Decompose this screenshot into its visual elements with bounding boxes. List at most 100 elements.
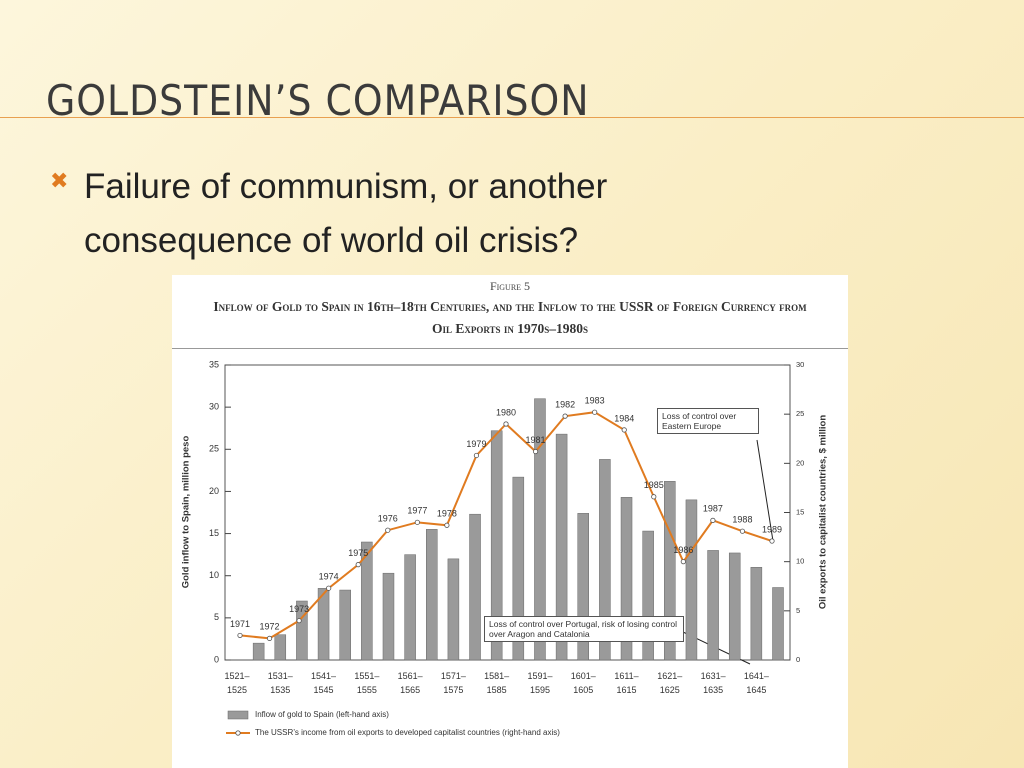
bar xyxy=(620,497,633,661)
x-tick-label: 1611– 1615 xyxy=(614,671,638,695)
line-marker xyxy=(680,559,686,565)
line-marker xyxy=(355,562,361,568)
bar xyxy=(512,476,525,661)
y2-tick-label: 10 xyxy=(796,557,804,566)
line-marker xyxy=(444,522,450,528)
legend-swatch xyxy=(227,710,249,720)
y2-axis-label: Oil exports to capitalist countries, $ m… xyxy=(818,415,829,609)
point-label: 1988 xyxy=(732,515,752,525)
line-marker xyxy=(296,618,302,624)
bar xyxy=(274,634,287,661)
bar xyxy=(642,530,654,661)
x-tick-label: 1561– 1565 xyxy=(398,671,423,695)
bar xyxy=(339,589,351,661)
point-label: 1986 xyxy=(673,545,693,555)
point-label: 1982 xyxy=(555,400,575,410)
line-marker xyxy=(414,519,420,525)
bullet-icon: ✖ xyxy=(50,168,69,193)
line-marker xyxy=(739,528,746,534)
figure-label: Figure 5 xyxy=(489,279,531,293)
point-label: 1978 xyxy=(437,509,457,519)
figure-panel xyxy=(172,275,848,768)
x-tick-label: 1621– 1625 xyxy=(657,671,682,695)
line-marker xyxy=(237,632,243,639)
bar xyxy=(252,642,265,661)
y-tick-label: 0 xyxy=(214,654,219,664)
point-label: 1981 xyxy=(526,435,546,445)
slide-title: GOLDSTEIN’S COMPARISON xyxy=(46,76,590,125)
line-marker xyxy=(710,517,716,523)
line-marker xyxy=(326,585,332,591)
point-label: 1979 xyxy=(466,439,486,449)
bar xyxy=(664,481,676,661)
point-label: 1987 xyxy=(703,504,723,514)
x-tick-label: 1521– 1525 xyxy=(224,671,249,695)
y2-tick-label: 20 xyxy=(796,458,804,467)
bullet-text: Failure of communism, or another consequ… xyxy=(84,167,608,260)
annotation: Loss of control over Portugal, risk of l… xyxy=(484,616,684,642)
x-tick-label: 1571– 1575 xyxy=(441,671,466,695)
point-label: 1983 xyxy=(585,396,605,406)
x-tick-label: 1551– 1555 xyxy=(354,671,379,695)
bar xyxy=(555,433,568,661)
point-label: 1972 xyxy=(260,622,280,632)
title-separator xyxy=(172,348,848,349)
x-tick-label: 1581– 1585 xyxy=(484,671,509,695)
bar xyxy=(490,430,503,661)
bar xyxy=(599,459,611,661)
line-marker xyxy=(532,448,539,455)
point-label: 1989 xyxy=(762,524,782,534)
bar xyxy=(707,550,719,661)
bar xyxy=(382,572,395,661)
line-marker xyxy=(473,452,480,459)
y-tick-label: 10 xyxy=(209,570,219,580)
line-marker xyxy=(562,413,568,419)
line-marker xyxy=(385,527,391,533)
line-marker xyxy=(651,494,657,500)
bar xyxy=(404,554,416,661)
chart-title: Inflow of Gold to Spain in 16th–18th Cen… xyxy=(213,299,807,336)
point-label: 1971 xyxy=(230,619,250,629)
legend-swatch xyxy=(235,730,241,736)
y-tick-label: 15 xyxy=(209,528,219,538)
bar xyxy=(577,513,589,661)
y-tick-label: 25 xyxy=(209,444,219,454)
point-label: 1977 xyxy=(407,506,427,516)
y2-tick-label: 0 xyxy=(796,655,800,664)
y-axis-label: Gold inflow to Spain, million peso xyxy=(181,436,192,589)
bar xyxy=(772,587,784,661)
bar xyxy=(296,600,308,661)
title-rule xyxy=(0,117,1024,118)
line-marker xyxy=(592,409,598,415)
point-label: 1980 xyxy=(496,407,516,417)
line-marker xyxy=(503,421,509,427)
y2-tick-label: 15 xyxy=(796,507,804,516)
point-label: 1985 xyxy=(644,480,664,490)
annotation-arrow xyxy=(756,439,774,542)
point-label: 1976 xyxy=(378,514,398,524)
line-marker xyxy=(621,427,627,433)
annotation: Loss of control over Eastern Europe xyxy=(657,408,759,434)
x-tick-label: 1541– 1545 xyxy=(311,671,336,695)
y2-tick-label: 25 xyxy=(796,409,804,418)
bar xyxy=(685,499,698,661)
y2-tick-label: 5 xyxy=(796,606,800,615)
line-marker xyxy=(769,538,775,544)
bar xyxy=(728,552,741,661)
point-label: 1973 xyxy=(289,604,309,614)
legend-label: The USSR’s income from oil exports to de… xyxy=(255,728,560,737)
x-tick-label: 1531– 1535 xyxy=(268,671,293,695)
bar xyxy=(534,398,546,661)
y2-tick-label: 30 xyxy=(796,360,804,369)
bar xyxy=(361,541,373,661)
x-tick-label: 1641– 1645 xyxy=(744,671,769,695)
x-tick-label: 1591– 1595 xyxy=(527,671,552,695)
bar xyxy=(469,513,481,661)
y-tick-label: 30 xyxy=(209,402,219,412)
line-marker xyxy=(266,635,273,641)
point-label: 1984 xyxy=(614,413,634,423)
point-label: 1975 xyxy=(348,548,368,558)
bar xyxy=(317,588,330,661)
